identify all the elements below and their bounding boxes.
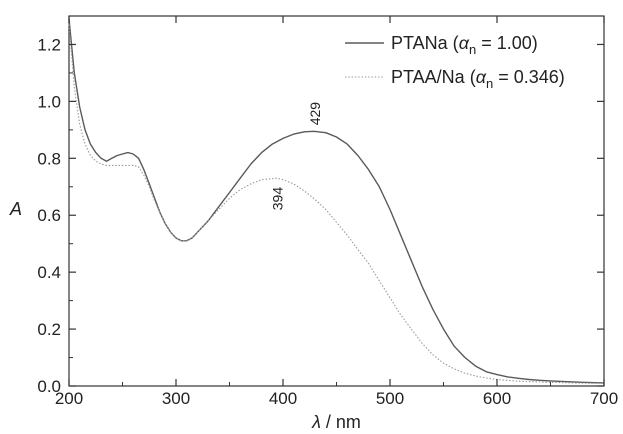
axes-layer: 200 300 400 500 600 700 0.0 0.2 0.4 0.6 0.8 1.0 1.2 [37, 15, 618, 408]
x-tick-label: 200 [55, 389, 83, 408]
y-tick-label: 0.6 [37, 206, 61, 225]
legend-label-1: PTANa (αn = 1.00) [391, 33, 538, 57]
series-line-1 [68, 18, 605, 384]
x-tick-label: 700 [590, 389, 618, 408]
legend-subscript: n [486, 76, 493, 91]
legend-label-2: PTAA/Na (αn = 0.346) [391, 67, 565, 91]
legend-text-prefix: PTAA/Na ( [391, 67, 476, 87]
y-tick-label: 1.0 [37, 92, 61, 111]
legend-subscript: n [469, 42, 476, 57]
legend-text-suffix: = 1.00) [476, 33, 538, 53]
y-tick-label: 0.2 [37, 320, 61, 339]
legend-text-suffix: = 0.346) [493, 67, 565, 87]
x-tick-label: 400 [269, 389, 297, 408]
x-axis-unit: / nm [321, 412, 361, 432]
legend-text-prefix: PTANa ( [391, 33, 459, 53]
legend: PTANa (αn = 1.00)PTAA/Na (αn = 0.346) [345, 33, 565, 91]
y-tick-label: 0.0 [37, 377, 61, 396]
peak-label-394: 394 [270, 187, 286, 211]
peak-label-429: 429 [307, 102, 323, 126]
y-axis-title: A [9, 199, 22, 219]
x-tick-label: 500 [376, 389, 404, 408]
x-tick-label: 300 [162, 389, 190, 408]
y-tick-label: 0.8 [37, 149, 61, 168]
legend-alpha: α [459, 33, 470, 53]
series-line-2 [68, 24, 605, 384]
legend-alpha: α [476, 67, 487, 87]
x-axis-symbol: λ [311, 412, 321, 432]
x-tick-label: 600 [483, 389, 511, 408]
y-tick-label: 0.4 [37, 263, 61, 282]
labels-layer: λ / nm A 429 394 [9, 102, 361, 432]
x-axis-title: λ / nm [311, 412, 361, 432]
y-tick-label: 1.2 [37, 35, 61, 54]
series-layer [68, 18, 605, 384]
